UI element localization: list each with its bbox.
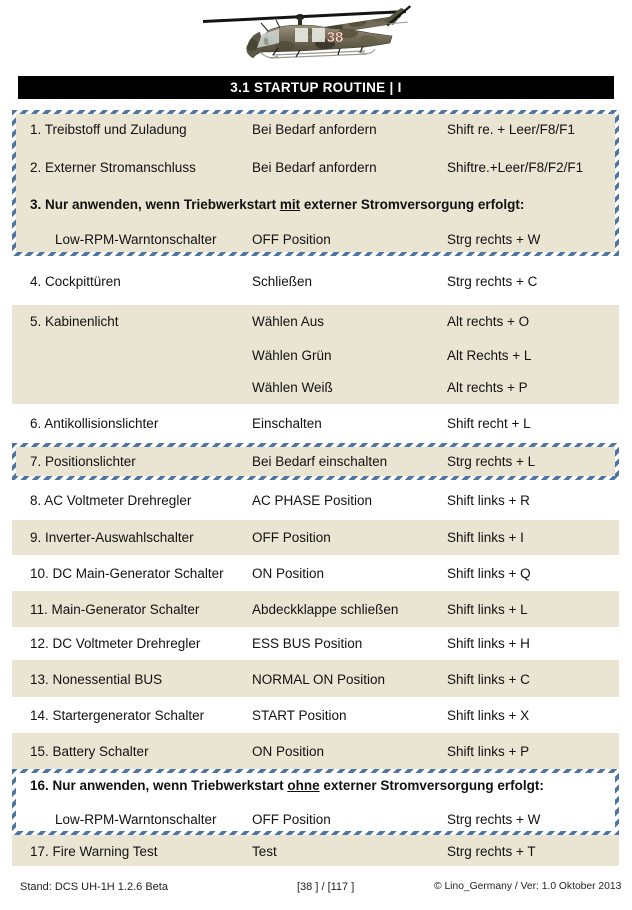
svg-text:38: 38 [327, 29, 344, 46]
